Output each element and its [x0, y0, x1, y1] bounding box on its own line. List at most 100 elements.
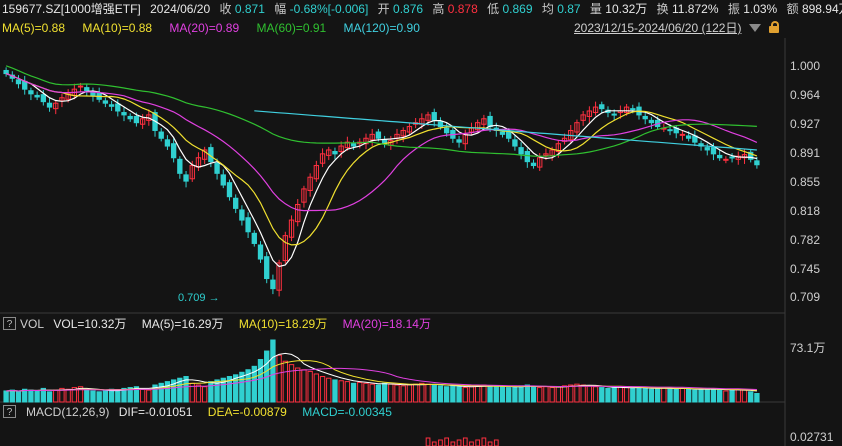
candle-body — [704, 147, 710, 151]
volume-bar — [28, 389, 34, 403]
candle-body — [127, 115, 133, 120]
volume-bar — [357, 381, 363, 403]
volume-bar — [146, 389, 152, 403]
volume-bar — [59, 387, 65, 403]
range-dropdown-icon[interactable] — [749, 24, 761, 32]
date-range[interactable]: 2023/12/15-2024/06/20 (122日) — [574, 21, 742, 35]
volume-bar — [605, 387, 611, 403]
candle-body — [139, 118, 146, 125]
volume-bar — [698, 388, 704, 403]
candle-body — [22, 80, 28, 90]
candle-body — [710, 147, 717, 155]
price-tick: 0.891 — [790, 146, 821, 160]
volume-bar — [65, 388, 71, 403]
candle-body — [338, 145, 344, 153]
candle-body — [512, 139, 518, 147]
volume-bar — [754, 393, 760, 403]
macd-bar — [456, 439, 462, 446]
candle-body — [251, 232, 257, 244]
candle-body — [723, 158, 729, 161]
volume-bar — [133, 386, 140, 403]
volume-bar — [313, 373, 320, 403]
volume-bar — [611, 387, 617, 403]
candle-body — [375, 131, 382, 139]
macd-help-icon[interactable]: ? — [3, 405, 16, 418]
macd-bar — [469, 441, 474, 446]
candle-body — [164, 139, 171, 147]
volume-bar — [462, 387, 468, 403]
volume-bar — [685, 388, 692, 403]
volume-legend: VOL VOL=10.32万 MA(5)=16.29万 MA(10)=18.29… — [2, 316, 443, 332]
candle-body — [264, 256, 270, 280]
macd-bar — [487, 441, 493, 446]
candle-body — [15, 79, 22, 85]
ma20-legend: MA(20)=0.89 — [169, 21, 240, 35]
volume-help-icon[interactable]: ? — [3, 317, 16, 330]
volume-current: VOL=10.32万 — [53, 317, 127, 331]
volume-bar — [90, 390, 96, 403]
volume-bar — [487, 385, 493, 403]
volume-bar — [636, 387, 642, 403]
price-tick: 0.927 — [790, 117, 821, 131]
volume-bar — [233, 374, 239, 403]
avg-label: 均 — [541, 2, 554, 16]
avg-value: 0.87 — [557, 2, 581, 16]
lock-icon[interactable] — [769, 21, 779, 33]
volume-bar — [716, 389, 723, 403]
ma10-line — [5, 73, 758, 246]
macd-bar — [493, 439, 499, 446]
candle-body — [108, 104, 115, 107]
candle-body — [729, 156, 735, 159]
volume-bar — [524, 384, 530, 403]
volume-bar — [574, 383, 580, 403]
candle-body — [133, 115, 140, 124]
volume-bar — [301, 369, 307, 403]
volume-bar — [723, 390, 729, 403]
volume-bar — [77, 386, 84, 403]
volume-bar — [741, 389, 748, 403]
candle-body — [177, 158, 183, 174]
volume-bar — [164, 381, 171, 403]
volume-bar — [568, 384, 574, 403]
open-value: 0.876 — [393, 2, 424, 16]
candle-body — [506, 131, 512, 139]
macd-bar — [475, 439, 481, 446]
volume-bar — [288, 364, 295, 403]
candle-body — [648, 119, 655, 124]
candle-body — [46, 102, 53, 108]
candle-body — [630, 108, 636, 111]
candle-body — [431, 112, 437, 121]
volume-ma20-line — [6, 367, 757, 392]
volume-bar — [437, 385, 444, 403]
macd-bar — [425, 437, 431, 446]
volume-bar — [332, 379, 338, 403]
change-value: -0.68%[-0.006] — [289, 2, 369, 16]
volume-bar — [425, 383, 431, 403]
volume-bar — [214, 379, 220, 403]
candle-body — [158, 131, 164, 139]
ma20-line — [5, 73, 758, 212]
security-code: 159677.SZ[1000增强ETF] — [2, 2, 141, 16]
candle-body — [667, 129, 673, 132]
volume-bar — [642, 387, 648, 403]
candle-body — [233, 197, 239, 209]
volume-bar — [34, 390, 40, 403]
volume-bar — [177, 377, 183, 403]
volume-bar — [648, 388, 655, 403]
volume-bar — [139, 388, 146, 403]
candle-body — [543, 153, 549, 156]
volume-bar — [71, 387, 78, 403]
candle-body — [425, 114, 431, 121]
volume-bar — [630, 387, 636, 403]
candle-body — [406, 126, 413, 133]
volume-bar — [282, 360, 288, 403]
candle-body — [741, 154, 748, 159]
volume-bar — [3, 390, 9, 403]
volume-bar — [586, 385, 593, 403]
candle-body — [524, 151, 530, 163]
price-tick: 0.855 — [790, 175, 821, 189]
macd-bar — [481, 437, 487, 446]
candle-body — [555, 143, 562, 153]
candle-body — [270, 279, 276, 290]
